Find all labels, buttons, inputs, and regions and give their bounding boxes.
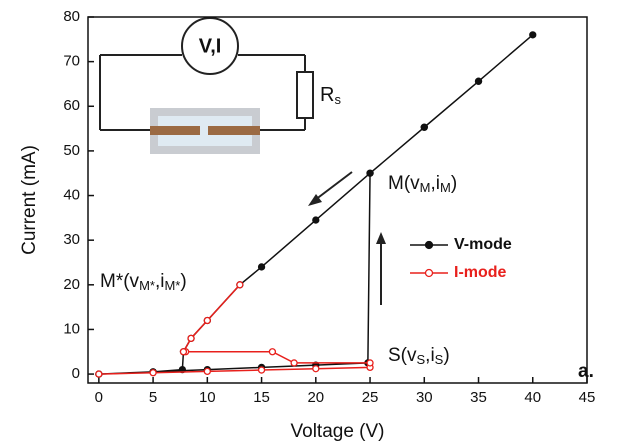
plot-frame (87, 16, 588, 384)
y-tick-label: 30 (63, 231, 80, 248)
data-point (203, 367, 211, 376)
data-point (257, 366, 266, 374)
y-tick-label: 50 (63, 142, 80, 159)
annotation-text: S(v (388, 345, 417, 366)
y-tick-label: 0 (72, 365, 80, 382)
data-point (257, 263, 266, 271)
annotation: M(vM,iM) (388, 173, 457, 195)
x-axis-label: Voltage (V) (291, 421, 385, 442)
x-tick-label: 10 (199, 389, 216, 406)
annotation-subscript: M (440, 180, 451, 195)
x-tick-label: 30 (416, 389, 433, 406)
data-point (366, 169, 374, 177)
electrode (150, 126, 200, 135)
x-tick-label: 35 (470, 389, 487, 406)
data-point (290, 359, 298, 367)
annotation-subscript: S (435, 352, 444, 367)
arrows (308, 171, 386, 305)
annotation-subscript: S (417, 352, 426, 367)
data-point (149, 369, 157, 377)
annotation: S(vS,iS) (388, 345, 450, 367)
y-tick-label: 80 (63, 8, 80, 25)
series-line (98, 34, 534, 375)
legend-label: I-mode (454, 264, 507, 281)
annotation-text: ,i (155, 271, 165, 292)
data-point (268, 348, 277, 356)
annotation-subscript: M* (164, 278, 180, 293)
resistor-symbol: R (320, 84, 334, 106)
annotation-text: ,i (425, 345, 435, 366)
data-point (187, 334, 195, 343)
legend-marker (424, 240, 434, 250)
data-point (529, 31, 537, 39)
x-tick-label: 45 (579, 389, 596, 406)
annotation-text: ) (443, 345, 449, 366)
x-tick-label: 5 (149, 389, 157, 406)
annotation-text: M*(v (100, 271, 140, 292)
data-point (474, 77, 483, 85)
data-point (179, 348, 188, 356)
legend-label: V-mode (454, 236, 512, 253)
resistor (296, 71, 314, 119)
resistor-label: Rs (320, 84, 341, 107)
annotation-text: ) (451, 173, 457, 194)
series-line (98, 284, 371, 375)
y-tick-label: 60 (63, 97, 80, 114)
annotation-text: a. (578, 361, 594, 382)
data-point (203, 316, 211, 325)
x-tick-label: 20 (307, 389, 324, 406)
data-point (312, 216, 320, 224)
data-point (312, 365, 320, 373)
x-tick-label: 15 (253, 389, 270, 406)
y-tick-label: 20 (63, 276, 80, 293)
arrow-head (308, 194, 322, 206)
y-tick-label: 10 (63, 320, 80, 337)
y-tick-label: 40 (63, 187, 80, 204)
legend-marker (424, 268, 434, 278)
arrow-head (376, 232, 386, 244)
x-tick-label: 0 (95, 389, 103, 406)
resistor-subscript: s (334, 92, 341, 107)
x-tick-label: 40 (524, 389, 541, 406)
electrode (208, 126, 260, 135)
annotation-subscript: M (420, 180, 431, 195)
annotation-text: ) (180, 271, 186, 292)
annotation-text: M(v (388, 173, 420, 194)
annotation-text: ,i (431, 173, 441, 194)
data-point (236, 281, 244, 289)
x-tick-label: 25 (362, 389, 379, 406)
annotation: M*(vM*,iM*) (100, 271, 187, 293)
circuit-inset (99, 17, 314, 154)
arrow (314, 171, 353, 201)
meter-label: V,I (199, 35, 222, 57)
y-axis-label: Current (mA) (19, 145, 40, 255)
data-point (95, 370, 103, 378)
data-point (366, 359, 374, 367)
annotation: a. (578, 361, 594, 382)
data-point (420, 123, 428, 131)
annotation-subscript: M* (139, 278, 155, 293)
meter (181, 17, 239, 75)
y-tick-label: 70 (63, 53, 80, 70)
